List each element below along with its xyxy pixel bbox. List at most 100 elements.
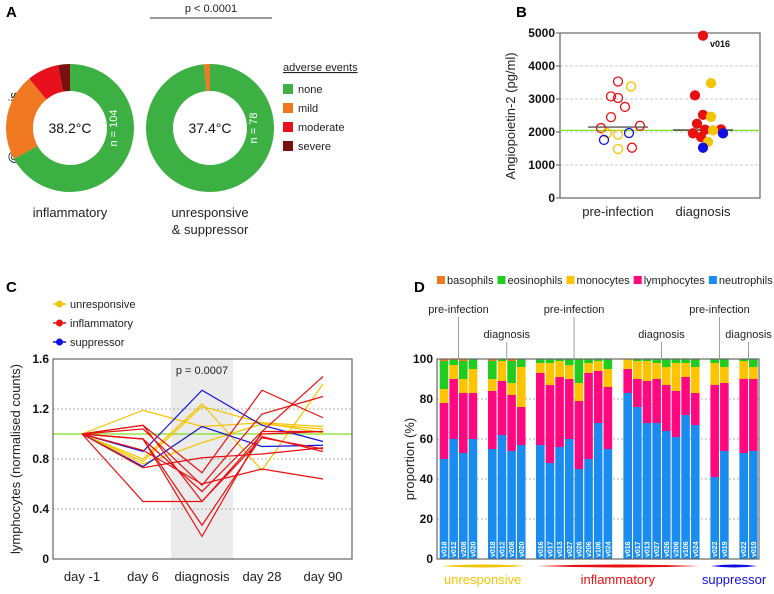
cohort-label-inflammatory: inflammatory xyxy=(581,572,656,587)
bar-segment-neutrophils xyxy=(652,423,661,559)
series-line-suppressor xyxy=(81,389,324,453)
bar-segment-monocytes xyxy=(642,361,652,381)
bar-segment-monocytes xyxy=(652,363,661,379)
bar-segment-lymphocytes xyxy=(439,403,449,459)
data-point-suppressor xyxy=(598,134,610,146)
bar-segment-monocytes xyxy=(507,383,516,395)
bar-label: v012 xyxy=(451,541,458,557)
bar-label: v019 xyxy=(751,541,758,557)
legend-label-inflammatory: inflammatory xyxy=(70,318,133,330)
bar-segment-basophils xyxy=(507,359,516,361)
donut-slice-mild xyxy=(6,78,47,159)
bar-label: v027 xyxy=(654,541,661,557)
bar-segment-lymphocytes xyxy=(662,385,671,431)
plot-frame xyxy=(559,32,761,199)
legend-swatch-basophils xyxy=(437,276,445,284)
y-tick-label: 2000 xyxy=(528,125,555,139)
bar-segment-lymphocytes xyxy=(574,401,584,469)
y-tick-label: 20 xyxy=(420,512,434,526)
bar-segment-eosinophils xyxy=(584,359,593,363)
bar-segment-monocytes xyxy=(603,369,613,387)
data-point-inflammatory xyxy=(605,112,617,123)
donut-slice-none xyxy=(13,64,134,192)
legend-swatch-eosinophils xyxy=(497,276,506,284)
bar-segment-lymphocytes xyxy=(468,393,478,439)
bar-segment-lymphocytes xyxy=(488,391,497,449)
legend-swatch-mild xyxy=(283,103,293,113)
bar-segment-monocytes xyxy=(545,363,555,385)
bar-segment-neutrophils xyxy=(468,439,478,559)
y-tick-label: 3000 xyxy=(528,92,555,106)
y-tick-label: 5000 xyxy=(528,26,555,40)
bar-segment-monocytes xyxy=(468,369,478,393)
bar-segment-eosinophils xyxy=(633,359,642,361)
bar-segment-monocytes xyxy=(459,379,468,393)
bar-segment-monocytes xyxy=(623,359,632,369)
bar-segment-neutrophils xyxy=(603,449,613,559)
bar-segment-eosinophils xyxy=(720,359,729,367)
bar-segment-lymphocytes xyxy=(671,391,681,437)
cohort-bar-inflammatory xyxy=(536,564,700,568)
bar-segment-eosinophils xyxy=(536,359,545,363)
y-tick-label: 1.6 xyxy=(32,352,49,366)
bar-segment-neutrophils xyxy=(710,477,719,559)
bar-segment-neutrophils xyxy=(671,437,681,559)
legend-label-basophils: basophils xyxy=(447,275,494,287)
bar-segment-neutrophils xyxy=(681,415,690,559)
bar-segment-eosinophils xyxy=(671,359,681,363)
series-line-unresponsive xyxy=(81,405,324,463)
y-tick-label: 80 xyxy=(420,392,434,406)
bar-segment-neutrophils xyxy=(439,459,449,559)
bar-label: v022 xyxy=(741,541,748,557)
donut-slice-none xyxy=(145,64,274,192)
y-tick-label: 0 xyxy=(426,552,433,566)
bar-segment-eosinophils xyxy=(652,359,661,363)
bar-segment-eosinophils xyxy=(603,359,613,369)
series-line-inflammatory xyxy=(81,430,323,538)
x-tick-label: day 6 xyxy=(127,569,159,584)
bar-label: v018 xyxy=(490,541,497,557)
bar-label: v024 xyxy=(693,541,700,557)
bar-label: v106 xyxy=(683,541,690,557)
data-point-inflammatory xyxy=(695,131,707,143)
bar-segment-eosinophils xyxy=(564,359,574,365)
bar-segment-neutrophils xyxy=(516,445,526,559)
bar-segment-lymphocytes xyxy=(633,379,642,407)
legend-cell-types: basophils eosinophils monocytes lymphocytes… xyxy=(437,275,773,287)
legend-swatch-lymphocytes xyxy=(633,276,642,284)
bar-segment-neutrophils xyxy=(584,459,593,559)
legend-marker-inflammatory xyxy=(56,319,63,327)
legend-adverse-events: none mild moderate severe xyxy=(283,84,344,153)
bar-segment-eosinophils xyxy=(681,359,690,363)
bar-segment-lymphocytes xyxy=(652,379,661,423)
legend-swatch-severe xyxy=(283,141,293,151)
y-tick-label: 0 xyxy=(548,191,555,205)
data-point-inflammatory xyxy=(619,101,631,113)
bar-segment-lymphocytes xyxy=(516,407,526,445)
y-tick-label: 40 xyxy=(420,472,434,486)
timepoint-label: pre-infection xyxy=(689,304,750,316)
bar-segment-lymphocytes xyxy=(690,393,700,425)
bar-segment-eosinophils xyxy=(739,359,748,361)
data-point-suppressor xyxy=(697,142,709,153)
bar-label: v206 xyxy=(673,541,680,557)
bar-segment-monocytes xyxy=(739,361,748,379)
legend-label-monocytes: monocytes xyxy=(577,275,631,287)
data-point-inflammatory xyxy=(612,76,624,87)
bar-segment-monocytes xyxy=(536,363,545,373)
panel-c-ylabel: lymphocytes (normalised counts) xyxy=(8,364,23,554)
bar-label: v027 xyxy=(567,541,574,557)
legend-label-mild: mild xyxy=(298,103,318,115)
bar-label: v024 xyxy=(605,541,612,557)
bar-segment-lymphocytes xyxy=(449,379,458,439)
bar-label: v208 xyxy=(509,541,516,557)
p-value-c: p = 0.0007 xyxy=(176,365,228,377)
bar-segment-eosinophils xyxy=(690,359,700,367)
bar-segment-eosinophils xyxy=(439,361,449,389)
bar-label: v020 xyxy=(470,541,477,557)
bar-segment-eosinophils xyxy=(497,359,507,361)
timepoint-label: diagnosis xyxy=(484,329,531,341)
panel-c-lines: lymphocytes (normalised counts) 0 0.4 0.8 1… xyxy=(8,299,353,584)
bar-segment-neutrophils xyxy=(459,453,468,559)
bar-segment-neutrophils xyxy=(497,435,507,559)
